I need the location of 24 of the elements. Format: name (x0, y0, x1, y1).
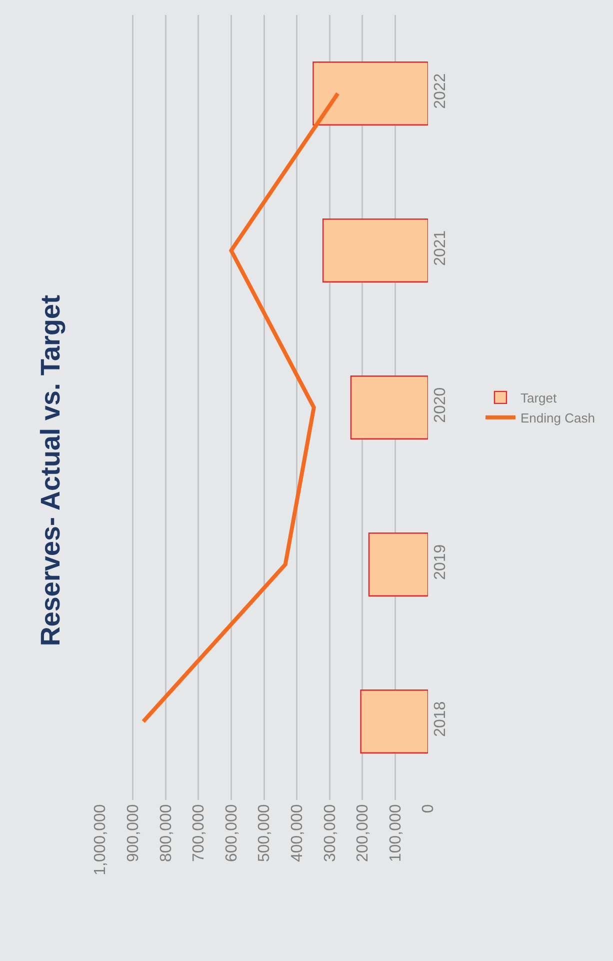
x-tick-label: 400,000 (289, 804, 306, 862)
x-tick-label: 300,000 (322, 804, 339, 862)
y-tick-label: 2021 (432, 230, 449, 266)
x-tick-label: 200,000 (354, 804, 372, 862)
y-tick-label: 2018 (432, 701, 449, 737)
bar (360, 690, 428, 754)
y-tick-label: 2020 (432, 387, 449, 423)
x-tick-label: 1,000,000 (92, 804, 110, 876)
x-tick-label: 100,000 (387, 804, 404, 862)
bar (312, 62, 428, 126)
legend-label: Target (520, 390, 557, 406)
y-tick-label: 2019 (432, 544, 449, 580)
x-tick-label: 600,000 (223, 804, 240, 862)
x-tick-label: 900,000 (125, 804, 142, 862)
bar (368, 532, 428, 596)
legend-label: Ending Cash (520, 410, 595, 426)
text: Reserves- Actual vs. Target (36, 294, 66, 646)
x-tick-label: 0 (420, 804, 438, 814)
y-tick-label: 2022 (432, 73, 449, 109)
bar (350, 376, 428, 440)
x-tick-label: 500,000 (256, 804, 274, 862)
x-tick-label: 700,000 (190, 804, 208, 862)
x-tick-label: 800,000 (158, 804, 175, 862)
bar (322, 218, 428, 282)
